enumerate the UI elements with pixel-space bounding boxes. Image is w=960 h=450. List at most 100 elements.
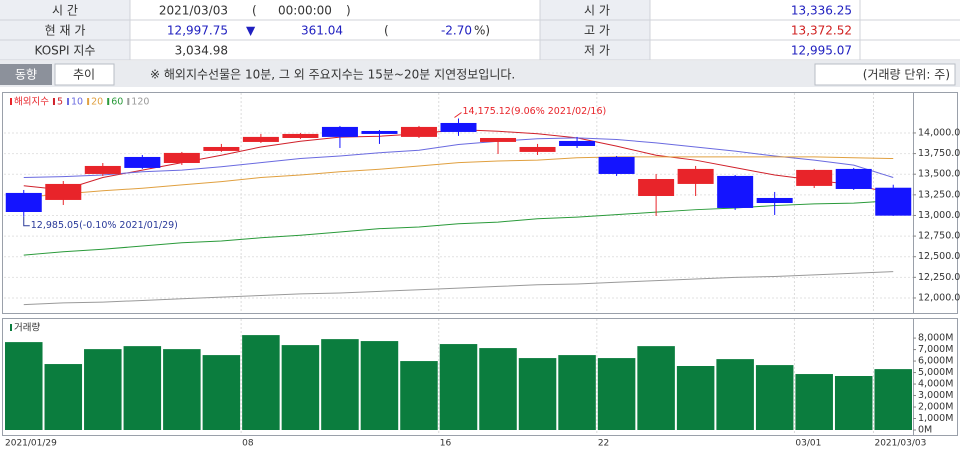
volume-bar xyxy=(874,369,912,430)
volume-bar xyxy=(202,355,241,430)
notice: ※ 해외지수선물은 10분, 그 외 주요지수는 15분~20분 지연정보입니다… xyxy=(150,68,515,82)
candle-body xyxy=(203,146,240,151)
y-tick-label: 14,000.00 xyxy=(918,127,960,138)
volume-bar xyxy=(518,358,557,430)
volume-bar xyxy=(795,374,833,430)
x-tick-label: 16 xyxy=(440,439,452,449)
candle-body xyxy=(480,137,517,142)
annotation: 12,985.05(-0.10% 2021/01/29) xyxy=(31,220,178,231)
info-value: 2021/03/03 xyxy=(159,4,228,18)
legend-swatch xyxy=(127,98,130,105)
annotation-leader xyxy=(454,112,462,118)
candle-body xyxy=(400,126,437,137)
info-label: 시 가 xyxy=(584,4,610,18)
y-tick-label: 7,000M xyxy=(918,344,953,355)
label-column xyxy=(0,0,130,60)
x-tick-label: 2021/01/29 xyxy=(5,439,57,449)
y-tick-label: 4,000M xyxy=(918,379,953,390)
volume-bar xyxy=(360,341,399,430)
table-lines xyxy=(0,0,960,61)
moving-average xyxy=(23,137,894,179)
info-panel xyxy=(0,0,960,60)
annotation-leader xyxy=(23,216,30,227)
info-value: ( xyxy=(384,24,389,38)
y-tick-label: 12,750.00 xyxy=(918,231,960,242)
tab-bar xyxy=(0,61,960,87)
volume-bar xyxy=(676,366,715,430)
y-tick-label: 6,000M xyxy=(918,356,953,367)
info-value: 00:00:00 xyxy=(278,4,332,18)
legend-swatch xyxy=(67,98,70,105)
info-label: 현 재 가 xyxy=(45,24,86,38)
annotation: 14,175.12(9.06% 2021/02/16) xyxy=(463,106,607,117)
y-tick-label: 12,000.00 xyxy=(918,292,960,303)
candle-body xyxy=(361,130,398,134)
y-tick-label: 13,500.00 xyxy=(918,169,960,180)
legend-swatch xyxy=(10,98,12,105)
legend-label: 5 xyxy=(57,97,63,108)
info-label: 저 가 xyxy=(584,44,610,58)
candle-body xyxy=(677,168,714,184)
info-value: 13,336.25 xyxy=(791,4,852,18)
candle-body xyxy=(242,136,279,142)
y-tick-label: 5,000M xyxy=(918,367,953,378)
tab-selected[interactable] xyxy=(0,64,52,85)
info-value: 3,034.98 xyxy=(175,44,228,58)
volume-bar xyxy=(479,348,517,430)
volume-bar xyxy=(637,346,675,430)
unit-box xyxy=(814,63,956,86)
down-arrow: ▼ xyxy=(246,24,256,38)
info-label: 고 가 xyxy=(584,24,610,38)
info-value: 13,372.52 xyxy=(791,24,852,38)
info-value: -2.70 xyxy=(441,24,472,38)
y-tick-label: 3,000M xyxy=(918,390,953,401)
y-tick-label: 13,000.00 xyxy=(918,210,960,221)
tab-label[interactable]: 추이 xyxy=(73,68,95,82)
x-tick-label: 03/01 xyxy=(795,439,821,449)
volume-bar xyxy=(123,346,162,430)
volume-bar xyxy=(44,364,83,430)
panel-title: 거래량 xyxy=(14,322,40,334)
candle-body xyxy=(124,156,161,168)
x-tick-label: 2021/03/03 xyxy=(874,439,926,449)
candle-body xyxy=(519,146,556,152)
legend-swatch xyxy=(52,98,55,105)
y-tick-label: 12,250.00 xyxy=(918,272,960,283)
legend-swatch xyxy=(107,98,110,105)
volume-bar xyxy=(321,339,359,430)
candle-body xyxy=(282,133,319,138)
candle-body xyxy=(598,156,635,174)
volume-unit: (거래량 단위: 주) xyxy=(863,68,950,82)
candle-body xyxy=(163,152,200,163)
legend-label: 해외지수 xyxy=(14,96,49,108)
tab-label[interactable]: 동향 xyxy=(15,68,37,82)
candle-body xyxy=(796,169,833,186)
volume-bar xyxy=(5,342,43,430)
tab[interactable] xyxy=(54,63,115,86)
info-value: 12,995.07 xyxy=(791,44,852,58)
info-value: ( xyxy=(252,4,257,18)
candle-body xyxy=(638,178,675,196)
y-tick-label: 12,500.00 xyxy=(918,251,960,262)
volume-bar xyxy=(755,365,794,430)
y-tick-label: 0M xyxy=(918,425,932,436)
volume-bar xyxy=(597,358,636,430)
volume-bar xyxy=(716,359,754,430)
info-value: 361.04 xyxy=(301,24,343,38)
info-label: KOSPI 지수 xyxy=(35,44,96,58)
info-value: %) xyxy=(474,24,490,38)
y-tick-label: 8,000M xyxy=(918,333,953,344)
volume-bar xyxy=(281,345,320,430)
candle-body xyxy=(45,183,82,200)
price-panel xyxy=(2,92,958,314)
info-label: 시 간 xyxy=(52,4,78,18)
moving-average xyxy=(23,156,894,198)
volume-bar xyxy=(439,344,478,430)
candle-body xyxy=(84,165,121,174)
candle-body xyxy=(559,140,596,146)
label-column xyxy=(540,0,650,60)
volume-panel xyxy=(2,318,958,436)
legend-label: 120 xyxy=(131,97,149,108)
info-value: ) xyxy=(346,4,351,18)
volume-bar xyxy=(84,349,122,430)
